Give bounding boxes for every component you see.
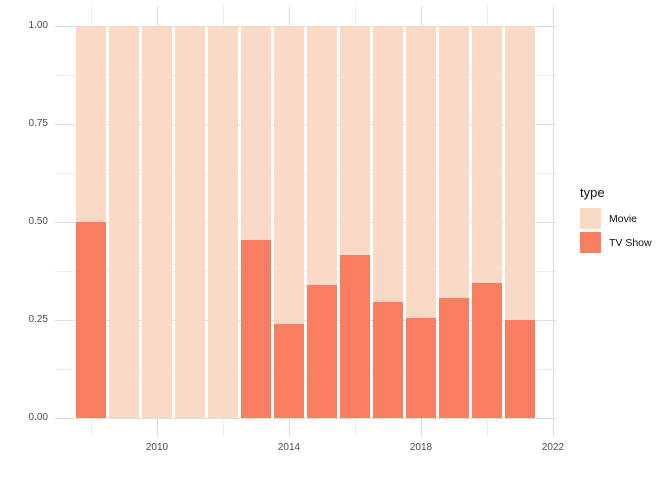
legend-entry-tv-show: TV Show <box>580 232 652 253</box>
bar-tvshow-2019 <box>439 298 469 418</box>
plot-panel <box>55 6 557 437</box>
bar-movie-2012 <box>208 26 238 418</box>
bar-tvshow-2013 <box>241 239 271 418</box>
legend-entry-label: Movie <box>609 212 638 225</box>
y-minor-gridline <box>55 173 557 174</box>
legend-entry-movie: Movie <box>580 208 652 229</box>
y-tick-label: 0.25 <box>28 314 48 325</box>
legend-items: Movie TV Show <box>580 208 652 253</box>
legend-swatch <box>580 232 601 253</box>
bar-movie-2014 <box>274 26 304 324</box>
y-tick-label: 0.75 <box>28 118 48 129</box>
bar-movie-2020 <box>472 26 502 283</box>
y-minor-gridline <box>55 75 557 76</box>
y-minor-gridline <box>55 369 557 370</box>
y-major-gridline <box>55 418 557 419</box>
bar-movie-2015 <box>307 26 337 285</box>
bar-movie-2010 <box>142 26 172 418</box>
bar-movie-2019 <box>439 26 469 299</box>
bar-movie-2009 <box>109 26 139 418</box>
bar-tvshow-2021 <box>505 320 535 418</box>
bar-tvshow-2014 <box>274 323 304 418</box>
x-tick-label: 2010 <box>145 442 169 453</box>
bar-tvshow-2020 <box>472 282 502 418</box>
bar-movie-2016 <box>340 26 370 256</box>
bar-movie-2008 <box>76 26 106 222</box>
bar-tvshow-2018 <box>406 318 436 418</box>
x-tick-label: 2014 <box>277 442 301 453</box>
legend-title: type <box>580 185 605 200</box>
bar-movie-2013 <box>241 26 271 240</box>
x-tick-label: 2018 <box>409 442 433 453</box>
x-tick-label: 2022 <box>541 442 565 453</box>
y-tick-label: 0.00 <box>28 412 48 423</box>
bar-tvshow-2017 <box>373 302 403 418</box>
bar-tvshow-2015 <box>307 284 337 418</box>
bar-tvshow-2008 <box>76 222 106 418</box>
y-major-gridline <box>55 222 557 223</box>
y-major-gridline <box>55 124 557 125</box>
x-major-gridline <box>553 6 554 437</box>
y-tick-label: 1.00 <box>28 20 48 31</box>
bar-movie-2017 <box>373 26 403 303</box>
bar-tvshow-2016 <box>340 255 370 418</box>
y-minor-gridline <box>55 271 557 272</box>
y-tick-label: 0.50 <box>28 216 48 227</box>
legend: type Movie TV Show <box>580 185 652 256</box>
bar-movie-2021 <box>505 26 535 320</box>
bar-movie-2018 <box>406 26 436 319</box>
legend-swatch <box>580 208 601 229</box>
y-major-gridline <box>55 320 557 321</box>
bar-movie-2011 <box>175 26 205 418</box>
y-major-gridline <box>55 26 557 27</box>
legend-entry-label: TV Show <box>609 236 652 249</box>
